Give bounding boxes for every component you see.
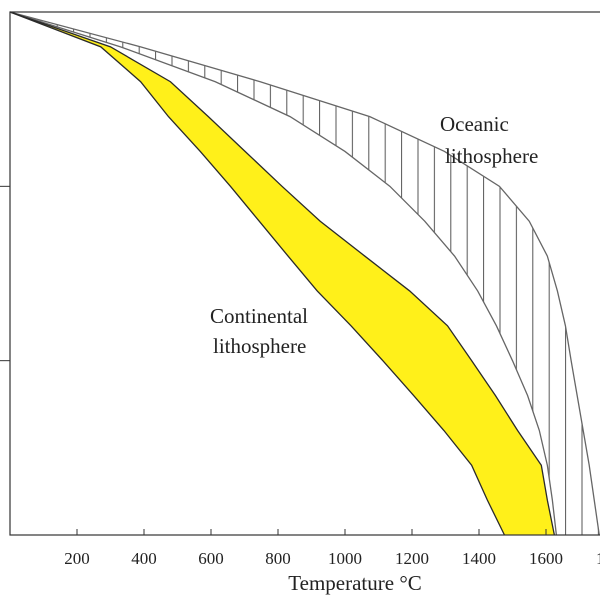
x-tick-label: 1800 [596,549,600,568]
band-label: lithosphere [213,334,306,358]
band-area [10,12,600,535]
x-tick-label: 800 [265,549,291,568]
band-edge [9,11,558,536]
band-label: lithosphere [445,144,538,168]
band-label: Oceanic [440,112,509,136]
band-area [10,12,555,535]
x-tick-label: 200 [64,549,90,568]
plot-frame [9,11,600,536]
band-edge [9,11,600,536]
x-axis-label: Temperature °C [288,571,421,595]
band-edge [9,11,556,536]
x-tick-label: 1600 [529,549,563,568]
x-tick-label: 1400 [462,549,496,568]
x-tick-label: 400 [131,549,157,568]
band-edge [9,11,506,536]
band-label: Continental [210,304,308,328]
x-tick-label: 1000 [328,549,362,568]
x-tick-label: 600 [198,549,224,568]
x-tick-label: 1200 [395,549,429,568]
